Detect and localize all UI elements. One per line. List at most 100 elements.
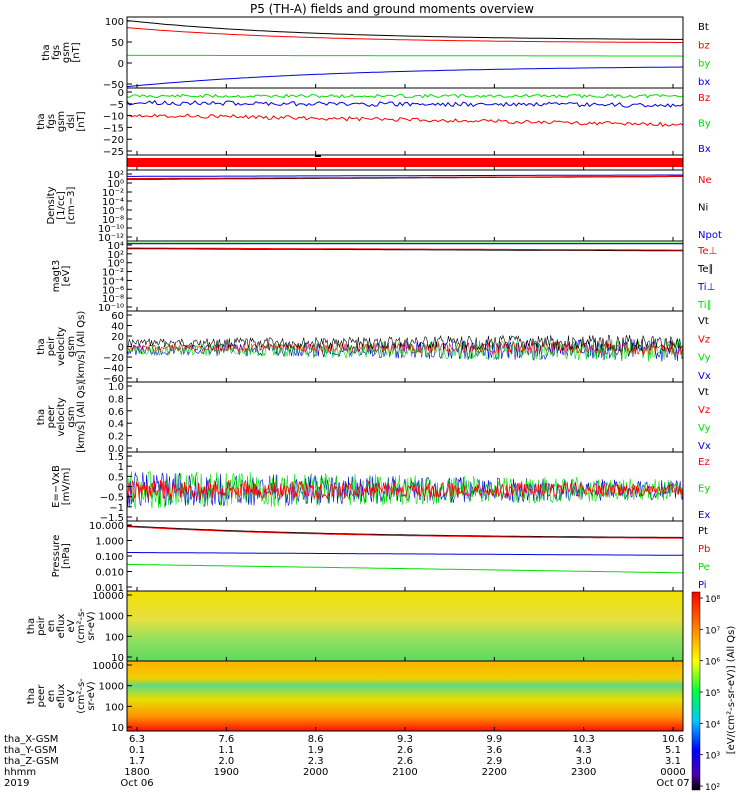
footer-cell: 8.6 (308, 734, 324, 745)
panel-5-traces (127, 242, 683, 252)
y-tick-label: 1.000 (95, 537, 124, 548)
y-axis-label: magt3 (51, 260, 62, 293)
black-tick-mark (315, 155, 321, 157)
y-tick-label: 0.6 (108, 407, 124, 418)
y-axis-label: tha (36, 409, 47, 425)
y-tick-label: 10² (107, 170, 124, 181)
trace-pi (127, 552, 683, 556)
footer-cell: Oct 06 (120, 778, 153, 789)
y-tick-label: −1 (109, 503, 124, 514)
footer-cell: 1900 (214, 767, 239, 778)
panel-1: 100 50 0 −50 tha fgs gsm [nT] Bt bz by bx (41, 16, 710, 91)
y-tick-label: 10⁻⁸ (102, 294, 124, 305)
y-tick-label: 1000 (99, 612, 124, 623)
legend-entry: Vt (698, 316, 709, 327)
footer-cell: 2.6 (397, 745, 413, 756)
footer-cell: 2100 (392, 767, 417, 778)
colorbar-scale (691, 591, 701, 791)
y-tick-label: −1.5 (100, 513, 124, 524)
y-axis-label: [eV] (61, 266, 72, 287)
legend-entry: Pt (698, 526, 708, 537)
footer-cell: 3.6 (486, 745, 502, 756)
y-axis-label: [nT] (76, 111, 87, 131)
y-tick-label: 60 (111, 311, 124, 322)
ion-spectrogram (127, 591, 683, 661)
y-tick-label: 10⁻⁶ (102, 285, 124, 296)
footer-cell: 10.3 (573, 734, 595, 745)
y-tick-label: 10⁻² (102, 268, 124, 279)
y-axis-label: sr-eV) (86, 681, 97, 710)
y-axis-label: tha (36, 113, 47, 129)
y-tick-label: 10⁻¹² (98, 233, 124, 244)
footer-cell: 4.3 (576, 745, 592, 756)
y-tick-label: −20 (103, 353, 124, 364)
y-axis-label: peer (36, 684, 47, 708)
legend-entry: Ex (698, 510, 710, 521)
y-axis-label: tha (26, 618, 37, 634)
colorbar-tick-label: 10⁷ (705, 626, 720, 636)
panel-1-traces (126, 20, 684, 88)
y-axis-label: eV (66, 689, 77, 702)
trace-bx (126, 66, 684, 88)
legend-entry: Bz (698, 93, 710, 104)
panel-7: 1.00.8 0.60.4 0.20.0 tha peer velocity gsm [km/… (36, 381, 711, 455)
panel-3-traces (127, 155, 683, 167)
footer-cell: 6.3 (129, 734, 145, 745)
legend-entry: bz (698, 40, 710, 51)
trace-te-par (127, 248, 683, 252)
trace-by (126, 54, 684, 57)
y-tick-label: 0.0 (108, 444, 124, 455)
legend-entry: Pb (698, 544, 710, 555)
footer-row-label: tha_X-GSM (4, 734, 58, 745)
y-tick-label: 10⁻⁴ (102, 197, 124, 208)
y-tick-label: 10⁻⁴ (102, 276, 124, 287)
y-tick-label: 1000 (99, 682, 124, 693)
trace-npot (127, 174, 683, 177)
y-axis-label: [nT] (71, 42, 82, 62)
y-axis-label: tha (41, 44, 52, 60)
footer-cell: 0.1 (129, 745, 145, 756)
y-tick-label: −50 (103, 80, 124, 91)
legend-entry: Ey (698, 484, 710, 495)
trace-vt (126, 334, 684, 352)
panel-4: 10²10⁰10⁻²10⁻⁴10⁻⁶10⁻⁸10⁻¹⁰10⁻¹²Density[… (46, 169, 722, 244)
footer-cell: 1.1 (218, 745, 234, 756)
footer-cell: 2.0 (218, 756, 234, 767)
y-tick-label: 10⁻¹⁰ (98, 303, 124, 314)
y-tick-label: 10⁰ (107, 259, 124, 270)
y-axis-label: tha (26, 688, 37, 704)
legend-entry: Ni (698, 203, 708, 214)
colorbar-tick-label: 10⁶ (705, 658, 720, 668)
legend-entry: bx (698, 77, 710, 88)
y-tick-label: 1.5 (108, 452, 124, 463)
colorbar-tick-label: 10³ (705, 752, 720, 762)
y-tick-label: 0.5 (108, 472, 124, 483)
colorbar-tick-label: 10⁵ (705, 689, 720, 699)
y-tick-label: 10⁻² (102, 188, 124, 199)
y-tick-label: 10² (107, 250, 124, 261)
y-tick-label: 10.000 (89, 521, 124, 532)
trace-ez (126, 480, 684, 501)
footer-cell: 2.3 (308, 756, 324, 767)
panel-11-traces (127, 661, 683, 731)
plot-title: P5 (TH-A) fields and ground moments over… (250, 2, 534, 16)
legend-entry: Ne (698, 175, 712, 186)
legend-entry: Bx (698, 144, 711, 155)
panel-8-traces (126, 470, 684, 509)
y-axis-label: [cm−3] (66, 187, 77, 225)
y-tick-label: 0 (118, 483, 124, 494)
footer-cell: 9.9 (486, 734, 502, 745)
footer-cell: 10.6 (662, 734, 684, 745)
y-tick-label: 1.0 (108, 382, 124, 393)
legend-entry: Vx (698, 371, 711, 382)
legend-entry: Vy (698, 353, 711, 364)
legend-entry: Vt (698, 387, 709, 398)
y-tick-label: 1 (118, 462, 124, 473)
y-axis-label: (cm²-s- (76, 678, 87, 714)
panel-8: 1.510.50−0.5−1−1.5 E=−VxB [mV/m] Ez Ey Ex (51, 451, 710, 524)
y-tick-label: −5 (109, 100, 124, 111)
y-tick-label: 0.001 (95, 583, 124, 594)
